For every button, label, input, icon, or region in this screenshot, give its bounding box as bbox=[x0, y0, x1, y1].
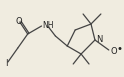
Text: NH: NH bbox=[43, 20, 54, 29]
Text: I: I bbox=[5, 60, 7, 69]
Text: •: • bbox=[117, 44, 123, 54]
Text: O: O bbox=[16, 16, 22, 25]
Text: O: O bbox=[111, 47, 117, 56]
Text: N: N bbox=[96, 34, 102, 44]
